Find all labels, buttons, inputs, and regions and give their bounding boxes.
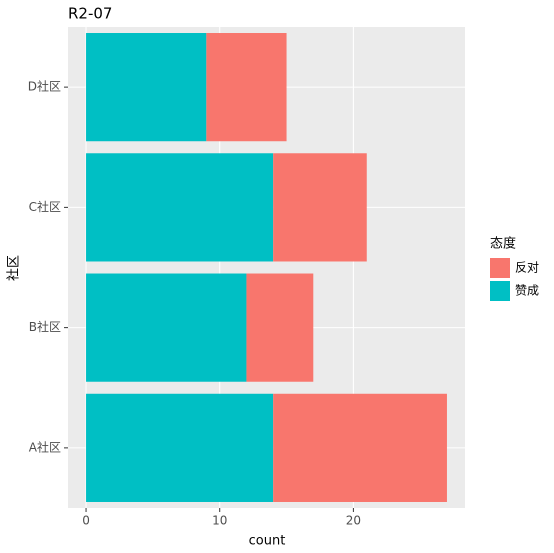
bar <box>86 33 207 142</box>
x-tick-label: 10 <box>212 514 227 528</box>
bar <box>273 393 447 502</box>
y-tick-label: C社区 <box>29 199 61 214</box>
legend-swatch <box>490 258 510 278</box>
chart-title: R2-07 <box>68 5 112 23</box>
x-axis-title: count <box>249 534 286 549</box>
x-tick-label: 0 <box>82 514 90 528</box>
bar <box>206 33 287 142</box>
y-tick-label: A社区 <box>29 439 61 454</box>
x-tick-label: 20 <box>346 514 361 528</box>
bar <box>86 153 274 262</box>
bar <box>86 273 247 382</box>
legend-label: 赞成 <box>515 284 539 298</box>
y-tick-label: D社区 <box>28 79 61 94</box>
bar <box>273 153 367 262</box>
y-axis-title: 社区 <box>6 255 22 281</box>
legend-swatch <box>490 281 510 301</box>
legend-title: 态度 <box>490 236 516 252</box>
bar <box>246 273 314 382</box>
legend-label: 反对 <box>515 261 539 275</box>
y-tick-label: B社区 <box>29 319 61 334</box>
bar <box>86 393 274 502</box>
